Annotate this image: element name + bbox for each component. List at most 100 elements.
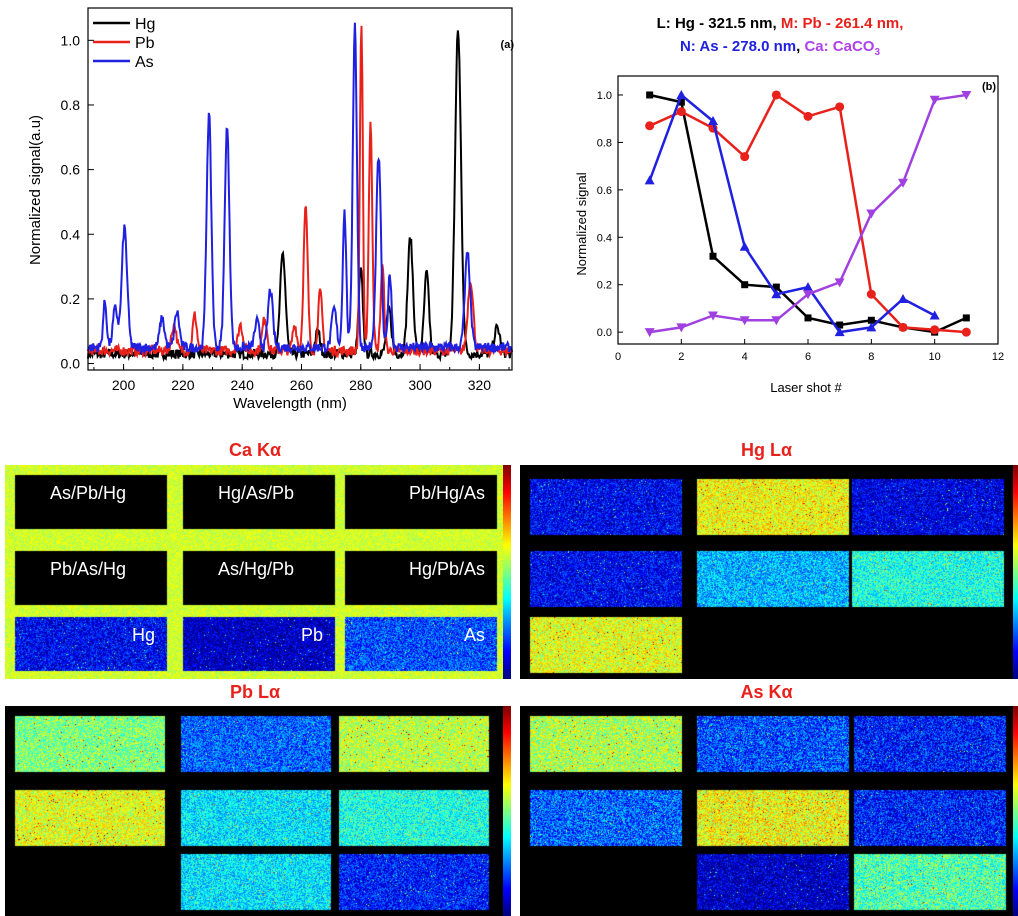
marker-as bbox=[803, 282, 813, 292]
series-line-hg bbox=[87, 30, 513, 363]
marker-pb bbox=[740, 152, 750, 162]
x-tick-label-b: 4 bbox=[742, 351, 748, 363]
map-cell-label: Hg/Pb/As bbox=[408, 559, 485, 579]
legend-label-pb: Pb bbox=[135, 35, 155, 52]
x-tick-label-b: 12 bbox=[992, 351, 1004, 363]
x-axis-label: Wavelength (nm) bbox=[233, 395, 347, 412]
y-tick-label-b: 0.8 bbox=[597, 137, 612, 149]
series-line-as bbox=[648, 92, 936, 334]
marker-hg bbox=[867, 316, 875, 324]
x-tick-label: 220 bbox=[171, 377, 195, 393]
y-tick-label: 0.4 bbox=[61, 226, 81, 242]
marker-pb bbox=[930, 325, 940, 335]
map-title-pb: Pb Lα bbox=[229, 682, 281, 702]
y-axis-label-b: Normalized signal bbox=[574, 172, 589, 275]
legend-label-hg: Hg bbox=[135, 16, 155, 33]
marker-pb bbox=[898, 322, 908, 332]
y-tick-label-b: 0.0 bbox=[597, 327, 612, 339]
y-tick-label-b: 0.6 bbox=[597, 185, 612, 197]
y-axis-label: Normalized signal(a.u) bbox=[27, 115, 44, 265]
chart-title-line-2: N: As - 278.0 nm, Ca: CaCO3 bbox=[680, 38, 881, 58]
marker-pb bbox=[803, 111, 813, 121]
marker-caco3 bbox=[898, 178, 908, 188]
series-line-as bbox=[87, 22, 513, 355]
y-tick-label-b: 0.4 bbox=[597, 232, 612, 244]
ca-colorbar bbox=[503, 465, 511, 679]
y-tick-label: 0.8 bbox=[61, 97, 81, 113]
y-tick-label: 1.0 bbox=[61, 32, 81, 48]
marker-hg bbox=[962, 314, 970, 322]
marker-as bbox=[708, 116, 718, 126]
y-tick-label-b: 1.0 bbox=[597, 90, 612, 102]
y-tick-label: 0.6 bbox=[61, 162, 81, 178]
title-hg-part: L: Hg - 321.5 nm, bbox=[657, 15, 781, 32]
marker-caco3 bbox=[771, 316, 782, 326]
panel-label-a: (a) bbox=[501, 39, 515, 51]
map-cell-label: Pb bbox=[300, 625, 323, 645]
marker-pb bbox=[676, 107, 686, 117]
as-map bbox=[520, 706, 1013, 916]
marker-as bbox=[676, 89, 687, 99]
marker-caco3 bbox=[676, 323, 687, 333]
marker-caco3 bbox=[834, 278, 845, 288]
marker-as bbox=[898, 293, 908, 303]
x-tick-label: 320 bbox=[468, 377, 492, 393]
pb-colorbar bbox=[503, 706, 511, 916]
hg-map bbox=[520, 465, 1013, 679]
plot-frame bbox=[87, 7, 513, 371]
marker-as bbox=[644, 175, 655, 185]
title-ca-part: Ca: CaCO bbox=[804, 38, 874, 55]
title-comma: , bbox=[796, 38, 804, 55]
spectrum-plot-area: 200 220 240 260 280 300 320 0.0 0.2 0.4 0.6 0.8 1.0 H… bbox=[61, 7, 513, 393]
x-tick-label: 240 bbox=[231, 377, 255, 393]
map-title-as: As Kα bbox=[740, 682, 793, 702]
marker-pb bbox=[835, 102, 845, 112]
x-tick-label-b: 6 bbox=[805, 351, 811, 363]
x-axis-label-b: Laser shot # bbox=[770, 380, 842, 395]
marker-pb bbox=[645, 121, 655, 131]
chart-title-line-1: L: Hg - 321.5 nm, M: Pb - 261.4 nm, bbox=[657, 15, 904, 32]
marker-hg bbox=[709, 252, 717, 260]
x-tick-label-b: 2 bbox=[678, 351, 684, 363]
y-tick-label: 0.2 bbox=[61, 291, 81, 307]
marker-hg bbox=[804, 314, 812, 322]
ca-map bbox=[5, 465, 503, 679]
map-cell-label: As/Hg/Pb bbox=[217, 559, 295, 579]
y-tick-label-b: 0.2 bbox=[597, 280, 612, 292]
legend-label-as: As bbox=[135, 54, 154, 71]
marker-caco3 bbox=[708, 311, 718, 321]
marker-pb bbox=[961, 327, 971, 337]
map-cell-label: Pb/As/Hg bbox=[49, 559, 127, 579]
marker-hg bbox=[646, 91, 654, 99]
marker-pb bbox=[866, 289, 876, 299]
marker-hg bbox=[677, 98, 685, 106]
spectrum-chart: 200 220 240 260 280 300 320 0.0 0.2 0.4 0.6 0.8 1.0 H… bbox=[27, 7, 515, 412]
map-cell-label: Hg bbox=[131, 625, 155, 645]
map-cell-label: Hg/As/Pb bbox=[217, 483, 295, 503]
marker-as bbox=[866, 322, 877, 332]
title-pb-part: M: Pb - 261.4 nm, bbox=[781, 15, 904, 32]
pb-map bbox=[5, 706, 503, 916]
hg-colorbar bbox=[1013, 465, 1018, 679]
marker-caco3 bbox=[961, 90, 972, 100]
marker-pb bbox=[771, 90, 781, 100]
x-tick-label-b: 0 bbox=[615, 351, 621, 363]
title-ca-subscript: 3 bbox=[874, 47, 880, 58]
map-cell-label: As/Pb/Hg bbox=[49, 483, 127, 503]
title-as-part: N: As - 278.0 nm bbox=[680, 38, 796, 55]
map-cell-label: As bbox=[463, 625, 485, 645]
marker-as bbox=[771, 289, 782, 299]
marker-caco3 bbox=[866, 209, 877, 219]
marker-hg bbox=[836, 321, 844, 329]
marker-as bbox=[834, 327, 845, 337]
marker-caco3 bbox=[644, 328, 655, 338]
x-tick-label: 200 bbox=[112, 377, 136, 393]
x-tick-label-b: 10 bbox=[929, 351, 941, 363]
map-title-hg: Hg Lα bbox=[740, 440, 793, 460]
x-tick-label: 300 bbox=[408, 377, 432, 393]
map-cell-label: Pb/Hg/As bbox=[408, 483, 485, 503]
marker-hg bbox=[772, 283, 780, 291]
marker-as bbox=[929, 310, 940, 320]
marker-caco3 bbox=[803, 290, 813, 300]
marker-hg bbox=[741, 281, 749, 289]
